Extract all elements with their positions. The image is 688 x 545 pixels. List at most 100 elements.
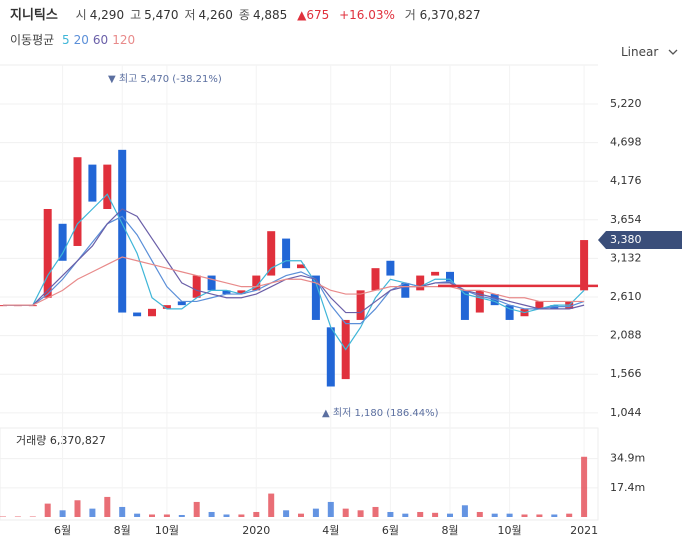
candle	[177, 301, 186, 306]
volume-bar	[402, 513, 409, 517]
field-value: 4,290	[89, 8, 125, 22]
ma-legend-entry: 120	[112, 33, 136, 47]
candle	[73, 157, 82, 246]
y-tick-label: 2,088	[610, 329, 642, 342]
volume-bar	[193, 501, 200, 517]
ma-line	[3, 208, 585, 314]
volume-bar	[163, 514, 170, 517]
candle	[207, 275, 216, 291]
candle	[356, 290, 365, 320]
volume-bar	[312, 508, 319, 517]
candle	[371, 268, 380, 291]
ma-legend: 이동평균 5 20 60 120	[10, 31, 139, 48]
volume-bar	[283, 510, 290, 517]
volume-bar	[134, 513, 141, 517]
scale-mode[interactable]: Linear	[621, 45, 659, 59]
volume-bar	[372, 506, 379, 517]
candle	[475, 290, 484, 313]
volume-bar	[461, 505, 468, 517]
scale-dropdown[interactable]: Linear	[621, 45, 678, 59]
ma-legend-entry: 20	[73, 33, 89, 47]
header: 지니틱스 시 4,290 고 5,470 저 4,260 종 4,885 ▲675 +16.0…	[10, 4, 481, 23]
field-label: 고	[130, 8, 142, 22]
x-tick-label: 6월	[54, 524, 71, 537]
volume-bar	[178, 514, 185, 517]
volume-bar	[74, 500, 81, 517]
candle	[267, 231, 276, 276]
volume-bar	[521, 514, 528, 517]
ma-title: 이동평균	[10, 33, 55, 47]
candle	[192, 275, 201, 298]
volume-bar	[89, 508, 96, 517]
candle	[148, 308, 156, 317]
candle	[311, 275, 320, 320]
volume-bar	[491, 513, 498, 517]
volume-panel	[0, 427, 599, 521]
volume-bar	[536, 514, 543, 517]
volume-bar	[417, 511, 424, 517]
ma-legend-entry: 5	[62, 33, 70, 47]
field-label: 종	[238, 8, 250, 22]
chevron	[668, 49, 678, 55]
last-price-label: 3,380	[610, 233, 642, 246]
y-tick-label: 2,610	[610, 290, 642, 303]
volume-bar	[104, 496, 111, 517]
volume-bar	[29, 516, 36, 517]
y-tick-label: 5,220	[610, 97, 642, 110]
candle	[416, 275, 425, 291]
stock-name: 지니틱스	[10, 8, 58, 23]
field-label: 시	[75, 8, 87, 22]
y-tick-label: 4,698	[610, 136, 642, 149]
volume-bar	[327, 501, 334, 517]
x-tick-label: 2020	[242, 524, 270, 537]
volume-bar	[238, 514, 245, 517]
candle	[162, 305, 171, 309]
x-tick-label: 8월	[441, 524, 458, 537]
candle	[460, 290, 469, 320]
candle	[401, 282, 410, 298]
volume-bar	[566, 513, 573, 517]
candle	[133, 312, 142, 317]
header-fields: 시 4,290 고 5,470 저 4,260 종 4,885	[70, 8, 288, 22]
y-tick-label: 3,132	[610, 251, 642, 264]
y-tick-label: 1,044	[610, 406, 642, 419]
field-value: 4,885	[252, 8, 288, 22]
y-tick-label: 3,654	[610, 213, 642, 226]
volume-bar	[253, 511, 260, 517]
volume-bar	[551, 514, 558, 517]
change-pct: +16.03%	[339, 8, 395, 22]
candle	[58, 223, 67, 261]
volume-bar	[342, 508, 349, 517]
volume-bar	[268, 493, 275, 517]
candle	[252, 275, 261, 291]
y-tick-label: 4,176	[610, 174, 642, 187]
volume-bar	[432, 512, 439, 517]
candle	[535, 301, 544, 309]
volume-bar	[223, 514, 230, 517]
candle	[222, 290, 231, 295]
x-tick-label: 6월	[382, 524, 399, 537]
volume-bar	[59, 510, 66, 517]
change: ▲675	[297, 8, 330, 22]
candle	[43, 208, 52, 298]
candle	[431, 271, 440, 276]
candle	[237, 290, 246, 295]
volume-bar	[581, 456, 588, 517]
volume-bar	[149, 514, 155, 517]
candle	[103, 164, 112, 209]
x-tick-label: 10월	[155, 524, 179, 537]
candle	[326, 327, 335, 387]
field-label: 저	[184, 8, 196, 22]
volume-value: 6,370,827	[419, 8, 481, 22]
volume-bar	[0, 516, 6, 517]
ma-line	[3, 193, 585, 351]
candle	[446, 271, 454, 283]
candle	[505, 305, 514, 320]
volume-bar	[506, 513, 513, 517]
y-tick-label: 17.4m	[610, 481, 645, 494]
candle	[118, 149, 127, 313]
volume-bar	[476, 511, 483, 517]
x-tick-label: 10월	[498, 524, 522, 537]
annotation: ▼ 최고 5,470 (-38.21%)	[108, 73, 222, 85]
volume-bar	[387, 511, 394, 517]
